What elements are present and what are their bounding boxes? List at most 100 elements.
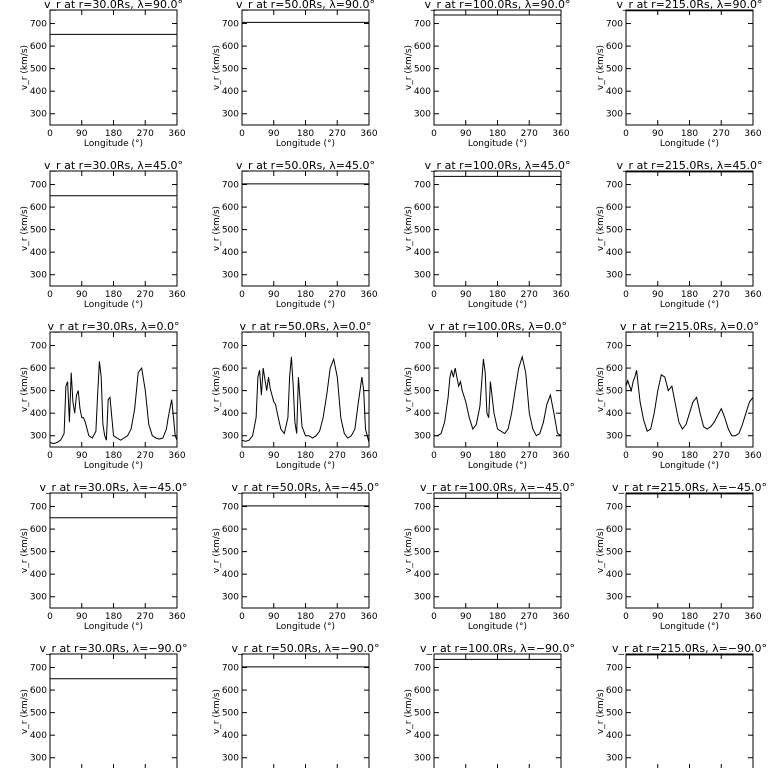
- x-tick-label: 0: [431, 612, 437, 622]
- y-tick-label: 600: [30, 42, 47, 52]
- y-tick-label: 700: [414, 181, 431, 191]
- x-tick-label: 180: [489, 451, 506, 461]
- y-axis-label: v_r (km/s): [212, 45, 222, 90]
- y-tick-label: 700: [222, 342, 239, 352]
- y-axis-label: v_r (km/s): [20, 45, 30, 90]
- x-tick-label: 270: [137, 129, 154, 139]
- y-tick-label: 500: [30, 548, 47, 558]
- series-line: [434, 354, 562, 437]
- y-tick-label: 600: [414, 525, 431, 535]
- y-tick-label: 600: [222, 203, 239, 213]
- y-tick-label: 300: [222, 593, 239, 603]
- x-tick-label: 360: [744, 612, 761, 622]
- y-tick-label: 400: [414, 409, 431, 419]
- y-axis-label: v_r (km/s): [596, 689, 606, 734]
- x-axis-label: Longitude (°): [660, 300, 719, 310]
- x-tick-label: 180: [105, 290, 122, 300]
- y-tick-label: 600: [414, 364, 431, 374]
- y-tick-label: 500: [30, 226, 47, 236]
- x-tick-label: 90: [268, 612, 280, 622]
- panel-title: v_r at r=50.0Rs, λ=45.0°: [236, 159, 375, 172]
- y-tick-label: 300: [222, 110, 239, 120]
- y-tick-label: 300: [606, 754, 623, 764]
- y-tick-label: 400: [30, 248, 47, 258]
- panel-title: v_r at r=50.0Rs, λ=−45.0°: [231, 481, 379, 494]
- y-tick-label: 500: [30, 387, 47, 397]
- panel: v_r at r=50.0Rs, λ=−90.0°090180270360300…: [212, 642, 380, 768]
- x-axis-label: Longitude (°): [660, 622, 719, 632]
- panel-title: v_r at r=30.0Rs, λ=−90.0°: [39, 642, 187, 655]
- x-tick-label: 180: [297, 290, 314, 300]
- x-tick-label: 180: [681, 129, 698, 139]
- x-tick-label: 180: [105, 612, 122, 622]
- y-axis-label: v_r (km/s): [404, 45, 414, 90]
- x-axis-label: Longitude (°): [276, 300, 335, 310]
- y-tick-label: 500: [414, 548, 431, 558]
- y-tick-label: 600: [414, 203, 431, 213]
- x-tick-label: 270: [329, 612, 346, 622]
- y-tick-label: 400: [414, 570, 431, 580]
- y-tick-label: 500: [414, 387, 431, 397]
- plot-frame: [241, 170, 370, 287]
- y-axis-label: v_r (km/s): [20, 367, 30, 412]
- panel-title: v_r at r=30.0Rs, λ=0.0°: [48, 320, 180, 333]
- x-axis-label: Longitude (°): [660, 461, 719, 471]
- x-tick-label: 0: [431, 451, 437, 461]
- y-tick-label: 400: [606, 248, 623, 258]
- panel-title: v_r at r=50.0Rs, λ=90.0°: [236, 0, 375, 11]
- y-axis-label: v_r (km/s): [404, 528, 414, 573]
- panel: v_r at r=30.0Rs, λ=45.0° 0 90 180 270 360 300 4…: [20, 159, 186, 310]
- panel-title: v_r at r=50.0Rs, λ=−90.0°: [231, 642, 379, 655]
- panel: v_r at r=100.0Rs, λ=−45.0° 0 90 180 270 360 30…: [404, 481, 575, 632]
- y-tick-label: 400: [222, 570, 239, 580]
- x-tick-label: 360: [360, 129, 377, 139]
- x-tick-label: 270: [713, 290, 730, 300]
- y-tick-label: 500: [606, 226, 623, 236]
- x-tick-label: 90: [76, 290, 88, 300]
- x-axis-label: Longitude (°): [84, 300, 143, 310]
- panel-title: v_r at r=30.0Rs, λ=45.0°: [44, 159, 183, 172]
- panel-title: v_r at r=215.0Rs, λ=0.0°: [620, 320, 759, 333]
- x-axis-label: Longitude (°): [468, 461, 527, 471]
- x-tick-label: 180: [681, 290, 698, 300]
- x-tick-label: 270: [329, 290, 346, 300]
- y-axis-label: v_r (km/s): [404, 689, 414, 734]
- y-tick-label: 400: [222, 409, 239, 419]
- x-tick-label: 0: [239, 129, 245, 139]
- y-axis-label: v_r (km/s): [212, 689, 222, 734]
- y-axis-label: v_r (km/s): [212, 367, 222, 412]
- plot-frame: [49, 9, 178, 126]
- x-tick-label: 180: [297, 451, 314, 461]
- plot-frame: [625, 492, 754, 609]
- panel: v_r at r=215.0Rs, λ=45.0° 0 90 180 270 360 300…: [596, 159, 762, 310]
- x-tick-label: 90: [460, 612, 472, 622]
- y-axis-label: v_r (km/s): [20, 528, 30, 573]
- x-tick-label: 90: [652, 451, 664, 461]
- y-axis-label: v_r (km/s): [596, 528, 606, 573]
- x-tick-label: 90: [652, 129, 664, 139]
- x-tick-label: 180: [489, 290, 506, 300]
- y-tick-label: 300: [30, 110, 47, 120]
- y-tick-label: 700: [606, 20, 623, 30]
- plot-frame: [433, 653, 562, 768]
- panel-title: v_r at r=30.0Rs, λ=90.0°: [44, 0, 183, 11]
- y-tick-label: 500: [606, 548, 623, 558]
- x-tick-label: 360: [360, 451, 377, 461]
- y-tick-label: 400: [414, 248, 431, 258]
- y-tick-label: 400: [414, 731, 431, 741]
- y-tick-label: 600: [606, 203, 623, 213]
- y-tick-label: 400: [606, 409, 623, 419]
- y-tick-label: 700: [222, 20, 239, 30]
- y-tick-label: 300: [222, 754, 239, 764]
- panel: v_r at r=50.0Rs, λ=45.0° 0 90 180 270 360 300 4…: [212, 159, 378, 310]
- y-tick-label: 300: [606, 110, 623, 120]
- panel: v_r at r=215.0Rs, λ=−45.0° 0 90 180 270 360 30…: [596, 481, 767, 632]
- y-tick-label: 300: [30, 593, 47, 603]
- y-tick-label: 700: [414, 342, 431, 352]
- y-tick-label: 300: [414, 432, 431, 442]
- x-tick-label: 270: [713, 612, 730, 622]
- y-tick-label: 400: [30, 409, 47, 419]
- series-line: [625, 370, 754, 437]
- panel: v_r at r=30.0Rs, λ=−45.0° 0 90 180 270 360 300…: [20, 481, 188, 632]
- plot-frame: [625, 331, 754, 448]
